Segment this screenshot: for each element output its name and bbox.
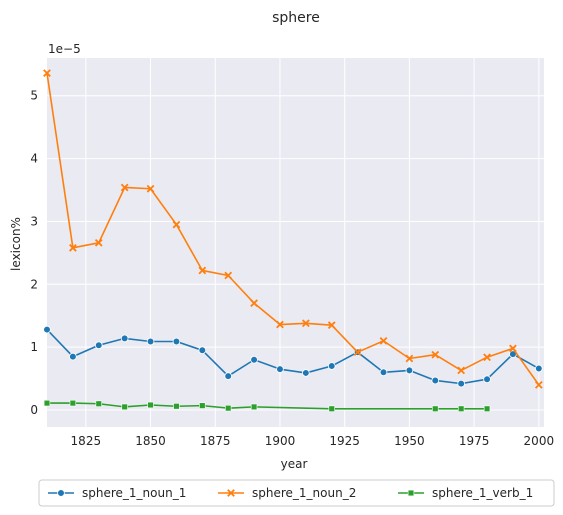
legend-label: sphere_1_noun_2 [252,486,356,500]
data-point [458,380,465,387]
y-axis-label: lexicon% [9,217,23,271]
y-tick-label: 2 [30,277,38,291]
data-point [199,403,205,409]
data-point [251,356,258,363]
data-point [173,338,180,345]
data-point [225,373,232,380]
x-tick-label: 2000 [524,434,555,448]
data-point [44,326,51,333]
y-tick-label: 0 [30,403,38,417]
data-point [44,400,50,406]
data-point [277,366,284,373]
y-multiplier-label: 1e−5 [48,42,81,56]
legend-swatch-marker [408,490,414,496]
x-tick-label: 1875 [200,434,231,448]
data-point [484,406,490,412]
x-tick-label: 1975 [459,434,490,448]
y-tick-label: 4 [30,152,38,166]
data-point [95,342,102,349]
data-point [484,376,491,383]
data-point [432,377,439,384]
data-point [458,406,464,412]
data-point [406,367,413,374]
data-point [535,365,542,372]
data-point [432,406,438,412]
y-tick-label: 1 [30,340,38,354]
data-point [96,401,102,407]
chart-title: sphere [272,10,320,26]
data-point [70,400,76,406]
x-tick-label: 1850 [135,434,166,448]
data-point [174,403,180,409]
data-point [122,404,128,410]
legend-swatch-marker [58,490,65,497]
data-point [251,404,257,410]
data-point [328,363,335,370]
y-tick-label: 5 [30,89,38,103]
data-point [380,369,387,376]
data-point [302,370,309,377]
x-tick-label: 1925 [329,434,360,448]
data-point [225,405,231,411]
legend-label: sphere_1_noun_1 [82,486,186,500]
data-point [69,353,76,360]
legend-label: sphere_1_verb_1 [432,486,533,500]
data-point [329,406,335,412]
x-tick-label: 1825 [71,434,102,448]
data-point [199,347,206,354]
y-tick-label: 3 [30,214,38,228]
data-point [121,335,128,342]
x-tick-label: 1950 [394,434,425,448]
data-point [147,338,154,345]
x-axis-label: year [281,457,308,471]
data-point [148,402,154,408]
legend: sphere_1_noun_1 sphere_1_noun_2 sphere_1_v… [39,480,554,506]
x-tick-label: 1900 [265,434,296,448]
